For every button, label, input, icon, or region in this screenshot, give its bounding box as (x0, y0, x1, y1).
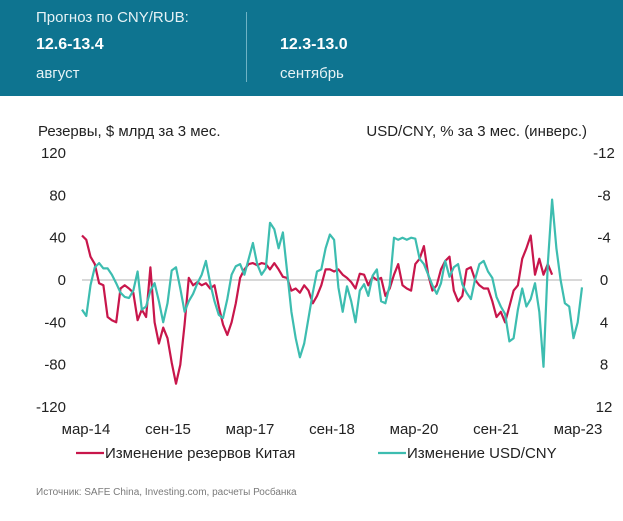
chart-legend: Изменение резервов Китая Изменение USD/CN… (76, 445, 557, 462)
reserves-usdcny-chart: Резервы, $ млрд за 3 мес. USD/CNY, % за … (36, 123, 615, 462)
right-tick-label: 4 (600, 314, 608, 331)
left-axis-title: Резервы, $ млрд за 3 мес. (38, 123, 221, 140)
forecast-month-august: август (36, 65, 80, 82)
right-tick-label: 8 (600, 357, 608, 374)
x-tick-label: сен-21 (473, 421, 519, 438)
left-tick-label: 120 (41, 145, 66, 162)
left-tick-label: -120 (36, 399, 66, 416)
x-tick-label: мар-14 (62, 421, 111, 438)
left-tick-label: 80 (49, 187, 66, 204)
source-note: Источник: SAFE China, Investing.com, рас… (36, 487, 297, 498)
chart-lines (81, 198, 584, 385)
x-tick-label: мар-20 (390, 421, 439, 438)
right-tick-label: -4 (597, 230, 610, 247)
right-tick-label: 12 (596, 399, 613, 416)
forecast-header: Прогноз по CNY/RUB: 12.6-13.4 август 12.… (0, 0, 623, 96)
right-tick-label: -8 (597, 187, 610, 204)
legend-label-reserves: Изменение резервов Китая (105, 445, 295, 462)
header-divider (246, 12, 247, 82)
left-tick-label: 40 (49, 230, 66, 247)
x-tick-label: мар-23 (554, 421, 603, 438)
forecast-value-september: 12.3-13.0 (280, 36, 348, 53)
x-tick-label: сен-15 (145, 421, 191, 438)
forecast-month-september: сентябрь (280, 65, 344, 82)
left-tick-label: -40 (44, 314, 66, 331)
left-tick-label: -80 (44, 357, 66, 374)
series-line-usdcny (81, 198, 584, 368)
right-tick-label: -12 (593, 145, 615, 162)
legend-label-usdcny: Изменение USD/CNY (407, 445, 557, 462)
chart-area: Резервы, $ млрд за 3 мес. USD/CNY, % за … (0, 96, 623, 516)
x-tick-label: сен-18 (309, 421, 355, 438)
right-axis-title: USD/CNY, % за 3 мес. (инверс.) (366, 123, 587, 140)
forecast-value-august: 12.6-13.4 (36, 36, 104, 53)
x-tick-label: мар-17 (226, 421, 275, 438)
forecast-title: Прогноз по CNY/RUB: (36, 9, 189, 26)
series-line-reserves (81, 234, 554, 385)
right-tick-label: 0 (600, 272, 608, 289)
left-tick-label: 0 (58, 272, 66, 289)
